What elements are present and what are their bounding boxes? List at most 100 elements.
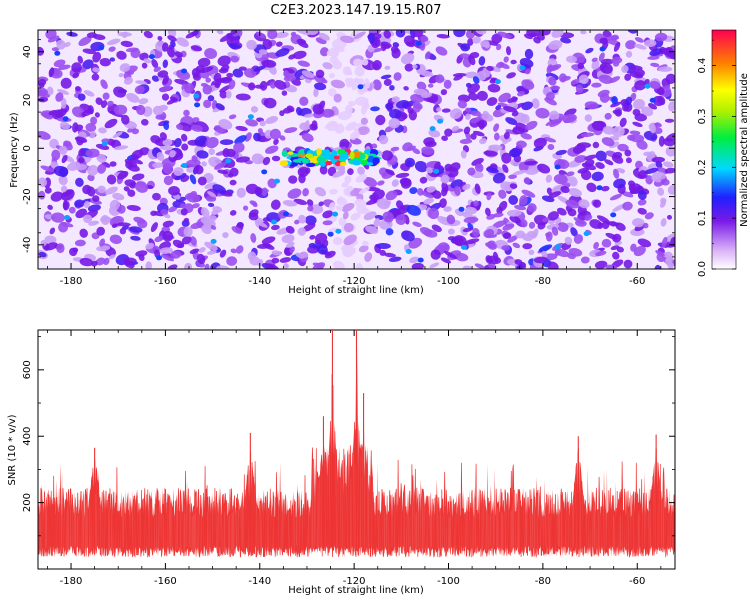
heatmap-cell	[395, 100, 410, 109]
heatmap-cell-bright	[405, 249, 412, 254]
heatmap-cell	[650, 62, 660, 68]
heatmap-cell	[622, 201, 633, 211]
heatmap-cell	[259, 120, 266, 127]
heatmap-cell	[74, 239, 86, 247]
heatmap-cell	[487, 83, 501, 93]
heatmap-cell	[462, 183, 471, 191]
heatmap-cell	[181, 235, 192, 245]
snr-xtick-label: -100	[437, 576, 460, 587]
heatmap-cell	[636, 139, 648, 150]
heatmap-cell-bright	[181, 68, 187, 74]
heatmap-cell	[533, 137, 547, 149]
heatmap-cell	[250, 106, 259, 113]
heatmap-cell	[427, 83, 434, 88]
heatmap-cell-bright	[437, 118, 444, 124]
heatmap-cell	[113, 145, 129, 150]
heatmap-cell	[611, 56, 623, 64]
heatmap-cell	[214, 82, 221, 89]
heatmap-cell	[421, 190, 434, 199]
heatmap-cell	[531, 98, 540, 109]
heatmap-cell	[273, 138, 279, 146]
heatmap-cell	[219, 33, 233, 42]
heatmap-cell	[545, 174, 553, 183]
heatmap-cell-bright	[610, 212, 617, 218]
heatmap-cell	[502, 223, 515, 231]
heatmap-cell	[94, 112, 100, 118]
heatmap-cell	[551, 30, 564, 38]
heatmap-cell	[658, 135, 665, 147]
heatmap-cell	[339, 138, 350, 149]
heatmap-cell	[297, 227, 306, 236]
heatmap-cell	[226, 256, 238, 266]
heatmap-cell	[95, 97, 103, 106]
heatmap-cell	[390, 45, 399, 54]
heatmap-cell-bright	[644, 83, 651, 89]
heatmap-cell-bright	[62, 116, 69, 122]
heatmap-cell	[545, 119, 558, 126]
heatmap-cell	[332, 170, 346, 178]
heatmap-xtick-label: -140	[248, 276, 271, 287]
heatmap-cell	[572, 144, 586, 154]
heatmap-cell	[263, 97, 277, 109]
heatmap-cell	[97, 185, 106, 194]
heatmap-cell	[354, 198, 367, 208]
heatmap-cell	[612, 109, 622, 115]
heatmap-cell	[370, 106, 380, 112]
heatmap-cell	[101, 161, 111, 168]
heatmap-cell	[150, 135, 161, 144]
heatmap-cell	[508, 195, 519, 205]
heatmap-hotspot-cell	[360, 159, 369, 163]
heatmap-cell	[108, 254, 116, 260]
heatmap-cell	[656, 87, 665, 96]
heatmap-cell	[595, 150, 607, 162]
heatmap-cell	[501, 152, 512, 164]
heatmap-cell	[201, 161, 207, 167]
heatmap-cell	[429, 262, 440, 269]
heatmap-cell	[414, 160, 428, 173]
heatmap-xtick-label: -60	[629, 276, 645, 287]
heatmap-cell	[207, 191, 217, 198]
heatmap-hotspot-cell	[372, 157, 380, 165]
heatmap-cell	[143, 30, 153, 39]
heatmap-hotspot-cell	[316, 148, 322, 156]
heatmap-cell	[537, 163, 551, 174]
heatmap-cell	[565, 199, 580, 209]
heatmap-cell	[396, 200, 404, 210]
heatmap-cell	[408, 109, 418, 121]
heatmap-cell	[599, 62, 613, 74]
heatmap-cell	[199, 71, 210, 79]
heatmap-cell	[254, 220, 268, 228]
heatmap-cell	[462, 227, 473, 233]
heatmap-cell	[190, 45, 203, 52]
heatmap-cell	[395, 30, 406, 38]
heatmap-cell	[380, 43, 391, 49]
heatmap-cell	[472, 130, 485, 137]
heatmap-cell-bright	[54, 50, 61, 56]
heatmap-cell	[238, 66, 247, 71]
heatmap-cell	[428, 129, 441, 138]
heatmap-cell	[612, 126, 625, 138]
heatmap-cell	[633, 245, 646, 257]
heatmap-cell	[344, 77, 358, 86]
heatmap-cell	[610, 34, 619, 41]
heatmap-cell	[597, 89, 610, 98]
heatmap-cell	[83, 90, 95, 97]
heatmap-cell	[314, 82, 327, 91]
heatmap-cell	[99, 57, 111, 67]
heatmap-cell	[249, 200, 258, 206]
heatmap-cell	[467, 167, 476, 176]
heatmap-cell	[230, 30, 237, 35]
heatmap-cell	[478, 120, 485, 130]
heatmap-cell	[322, 210, 333, 219]
heatmap-cell	[612, 151, 623, 159]
heatmap-cell	[109, 161, 117, 167]
heatmap-cell	[664, 167, 675, 174]
heatmap-cell	[514, 259, 523, 266]
heatmap-cell	[483, 150, 498, 157]
heatmap-hotspot-cell	[366, 162, 374, 166]
heatmap-cell	[75, 208, 87, 219]
heatmap-cell	[320, 78, 328, 84]
heatmap-cell	[596, 215, 611, 224]
heatmap-cell	[358, 187, 370, 195]
